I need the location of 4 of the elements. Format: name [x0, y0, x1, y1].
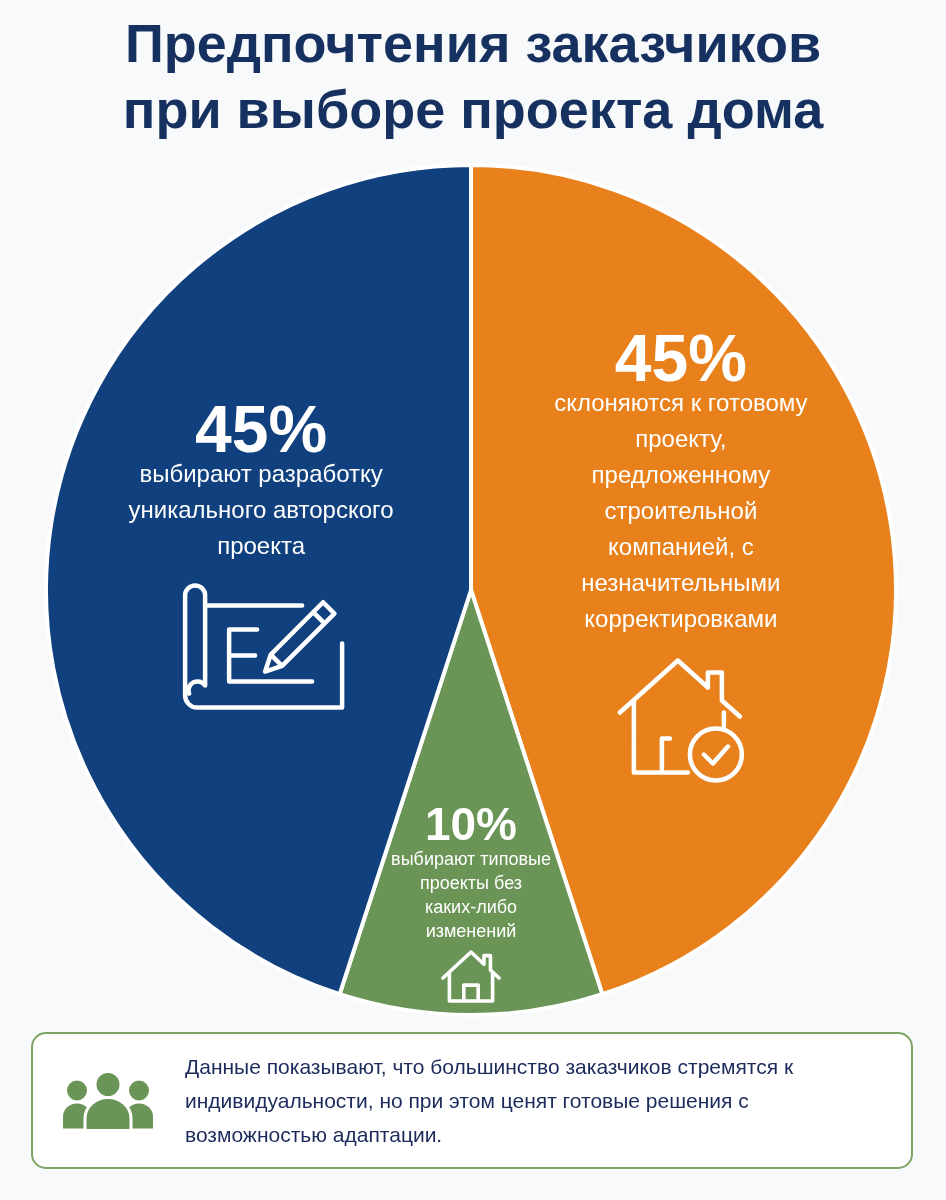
data-label: 10%: [424, 797, 518, 850]
text: Данные показывают, что большинство заказчиков стремятся к индивидуальности, но при этом ценят готовые решения с возможностью адаптации.: [185, 1054, 794, 1146]
chart-title: Предпочтения заказчиков при выборе проекта дома: [122, 13, 825, 139]
slice-label: выбирают типовые проекты без каких-либо изменений: [391, 849, 551, 942]
